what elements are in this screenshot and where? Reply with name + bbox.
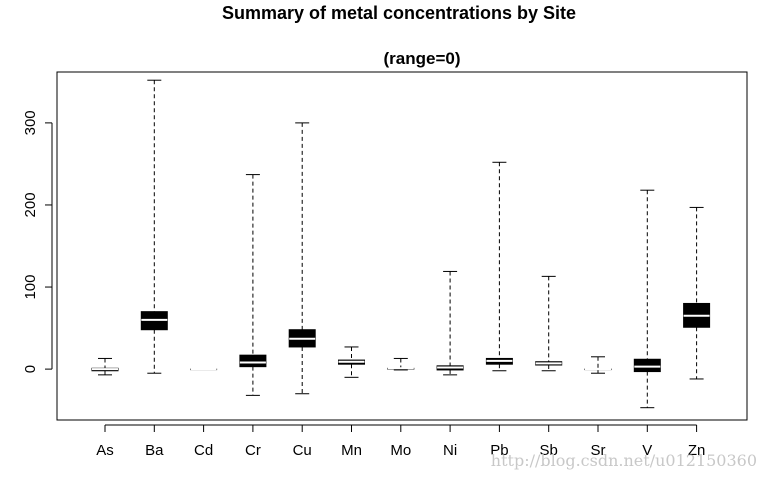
box-pb [485, 161, 513, 372]
x-tick-label-cu: Cu [293, 442, 312, 459]
y-tick-label-0: 0 [22, 365, 39, 373]
x-tick-label-v: V [642, 442, 652, 459]
x-tick-label-ni: Ni [443, 442, 457, 459]
y-tick-label-200: 200 [22, 192, 39, 217]
box-as [91, 357, 119, 376]
box-cd [190, 368, 218, 371]
box-v [633, 189, 661, 409]
x-tick-label-cr: Cr [245, 442, 261, 459]
x-tick-label-zn: Zn [688, 442, 706, 459]
box-cu [288, 122, 316, 395]
box-zn [683, 206, 711, 380]
chart-subtitle: (range=0) [384, 49, 461, 68]
plot-frame [56, 71, 748, 421]
x-tick-label-pb: Pb [490, 442, 508, 459]
iqr-box [239, 354, 267, 368]
x-tick-label-sr: Sr [591, 442, 606, 459]
x-tick-label-as: As [96, 442, 114, 459]
box-ni [436, 270, 464, 376]
x-tick-label-mn: Mn [341, 442, 362, 459]
x-tick-label-sb: Sb [540, 442, 558, 459]
x-axis: As Ba Cd Cr Cu Mn Mo Ni Pb Sb Sr V Zn [96, 424, 706, 459]
y-axis: 0 100 200 300 [22, 110, 53, 373]
chart-title: Summary of metal concentrations by Site [222, 3, 576, 23]
boxes-group [91, 79, 711, 409]
x-tick-label-cd: Cd [194, 442, 213, 459]
x-tick-label-ba: Ba [145, 442, 164, 459]
box-mn [338, 346, 365, 378]
box-cr [239, 174, 267, 396]
iqr-box [633, 358, 661, 373]
box-sb [535, 275, 563, 372]
box-mo [387, 357, 415, 371]
box-sr [584, 356, 612, 374]
watermark-text: http://blog.csdn.net/u012150360 [491, 451, 757, 470]
box-ba [140, 79, 168, 374]
y-tick-label-300: 300 [22, 110, 39, 135]
x-tick-label-mo: Mo [390, 442, 411, 459]
y-tick-label-100: 100 [22, 275, 39, 300]
